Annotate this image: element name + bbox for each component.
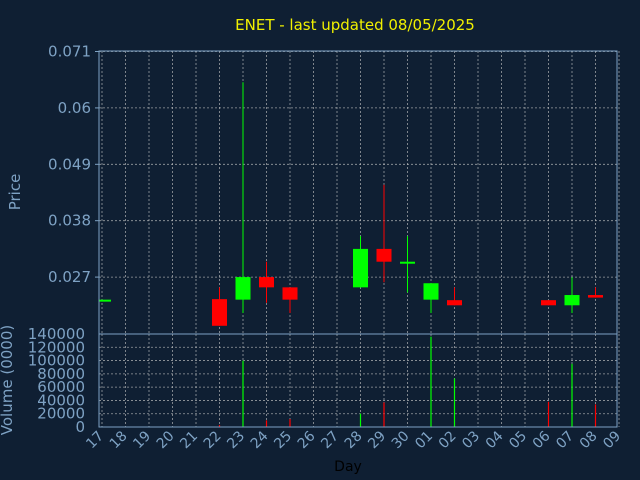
x-tick-label: 07 (553, 428, 577, 452)
candle-body (212, 299, 227, 326)
volume-tick-label: 0 (75, 418, 85, 436)
candle-body (423, 283, 439, 300)
x-tick-label: 27 (318, 428, 342, 452)
price-tick-label: 0.071 (48, 43, 91, 61)
x-tick-label: 08 (577, 428, 601, 452)
x-tick-label: 25 (271, 428, 295, 452)
x-tick-label: 21 (177, 428, 201, 452)
x-tick-label: 20 (154, 428, 178, 452)
x-tick-label: 23 (224, 428, 248, 452)
volume-tick-label: 80000 (37, 365, 85, 383)
x-tick-label: 02 (436, 428, 460, 452)
candle-body (282, 287, 298, 300)
x-tick-label: 17 (83, 428, 107, 452)
volume-tick-label: 40000 (37, 391, 85, 409)
volume-tick-label: 100000 (28, 352, 85, 370)
volume-tick-label: 120000 (28, 338, 85, 356)
candle-body (235, 277, 251, 300)
price-y-ticks: 0.027 0.038 0.049 0.06 0.071 (48, 43, 99, 286)
volume-tick-label: 60000 (37, 378, 85, 396)
price-tick-label: 0.06 (58, 99, 91, 117)
volume-bars (218, 336, 597, 427)
price-gridlines (99, 51, 620, 334)
candle-body (259, 277, 274, 288)
candle-body (353, 248, 368, 288)
volume-gridlines (99, 333, 620, 428)
price-tick-label: 0.027 (48, 268, 91, 286)
x-tick-label: 04 (483, 428, 507, 452)
x-tick-label: 03 (459, 428, 483, 452)
candle-body (376, 248, 392, 262)
x-tick-label: 22 (201, 428, 225, 452)
candle-body (564, 295, 580, 306)
candle-body (541, 300, 556, 306)
x-tick-label: 06 (530, 428, 554, 452)
price-tick-label: 0.049 (48, 155, 91, 173)
x-tick-label: 28 (342, 428, 366, 452)
candle-body (99, 299, 111, 302)
candle-body (588, 295, 603, 298)
volume-plot-frame (98, 333, 618, 428)
x-tick-label: 29 (365, 428, 389, 452)
x-tick-label: 26 (295, 428, 319, 452)
x-tick-label: 18 (107, 428, 131, 452)
x-axis-ticks: 17 18 19 20 21 22 23 24 25 26 27 28 29 30 01 02 03 04 05 06… (83, 428, 624, 452)
volume-tick-label: 140000 (28, 325, 85, 343)
volume-tick-label: 20000 (37, 405, 85, 423)
price-plot-frame (98, 50, 618, 335)
x-tick-label: 24 (248, 428, 272, 452)
x-tick-label: 09 (600, 428, 624, 452)
x-tick-label: 30 (389, 428, 413, 452)
chart-title: ENET - last updated 08/05/2025 (235, 16, 475, 34)
x-tick-label: 05 (506, 428, 530, 452)
x-tick-label: 01 (412, 428, 436, 452)
price-axis-label: Price (6, 174, 24, 211)
price-tick-label: 0.038 (48, 212, 91, 230)
candle-body (400, 261, 415, 264)
x-tick-label: 19 (130, 428, 154, 452)
volume-axis-label: Volume (0000) (0, 325, 16, 435)
x-axis-label: Day (334, 459, 362, 475)
candle-body (447, 300, 462, 306)
price-candles (99, 82, 603, 326)
